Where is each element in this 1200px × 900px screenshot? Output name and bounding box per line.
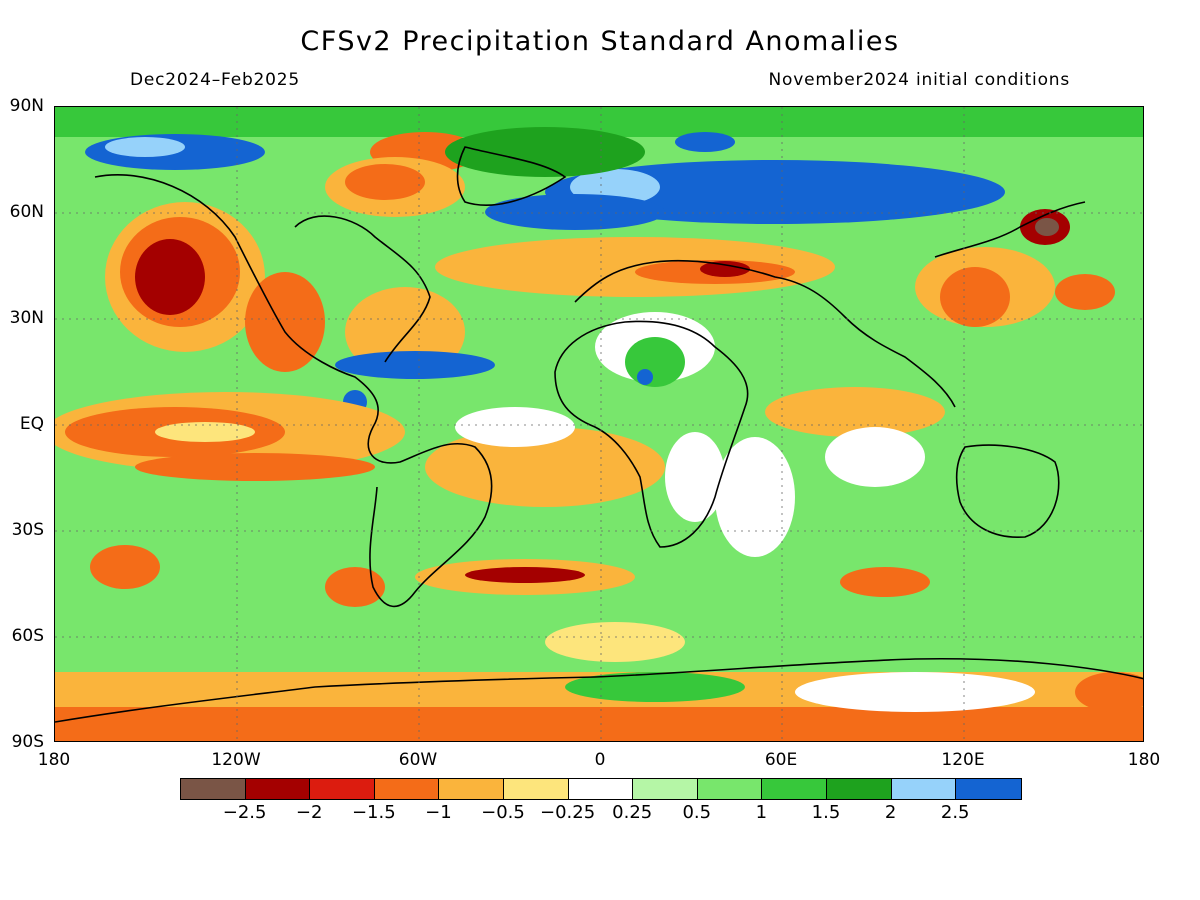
colorbar-swatch-2 [310, 779, 375, 799]
colorbar-swatch-7 [633, 779, 698, 799]
colorbar-label-4: −0.5 [481, 802, 525, 823]
chart-title: CFSv2 Precipitation Standard Anomalies [300, 26, 900, 57]
colorbar-label-11: 2.5 [940, 802, 970, 823]
colorbar-swatch-8 [697, 779, 763, 799]
lon-label-180e: 180 [1127, 750, 1161, 770]
colorbar-label-9: 1.5 [811, 802, 841, 823]
colorbar-label-8: 1 [755, 802, 768, 823]
colorbar-swatch-9 [762, 779, 827, 799]
lat-label-30s: 30S [11, 520, 44, 540]
lon-label-60w: 60W [398, 750, 438, 770]
colorbar-label-5: −0.25 [540, 802, 596, 823]
colorbar-label-2: −1.5 [351, 802, 396, 823]
colorbar [180, 778, 1022, 800]
lon-label-120e: 120E [941, 750, 985, 770]
colorbar-swatch-4 [439, 779, 504, 799]
lon-label-120w: 120W [211, 750, 261, 770]
forecast-period: Dec2024–Feb2025 [130, 70, 301, 90]
colorbar-label-3: −1 [425, 802, 452, 823]
map-grid [55, 107, 1143, 741]
colorbar-label-10: 2 [884, 802, 897, 823]
colorbar-label-6: 0.25 [612, 802, 653, 823]
colorbar-swatch-0 [181, 779, 246, 799]
lat-label-60s: 60S [11, 626, 44, 646]
colorbar-swatch-12 [956, 779, 1021, 799]
anomaly-map [54, 106, 1144, 742]
colorbar-swatch-3 [374, 779, 440, 799]
initial-conditions: November2024 initial conditions [768, 70, 1070, 90]
lat-label-60n: 60N [9, 202, 44, 222]
colorbar-swatch-6 [568, 779, 634, 799]
lon-label-60e: 60E [764, 750, 798, 770]
colorbar-swatch-10 [826, 779, 892, 799]
colorbar-swatch-1 [245, 779, 311, 799]
colorbar-label-1: −2 [295, 802, 323, 823]
lat-label-eq: EQ [19, 414, 44, 434]
colorbar-label-0: −2.5 [222, 802, 267, 823]
lat-label-30n: 30N [9, 308, 44, 328]
lat-label-90s: 90S [11, 732, 44, 752]
colorbar-swatch-11 [891, 779, 957, 799]
lon-label-0: 0 [594, 750, 606, 770]
lat-label-90n: 90N [9, 96, 44, 116]
colorbar-swatch-5 [503, 779, 569, 799]
colorbar-label-7: 0.5 [682, 802, 712, 823]
lon-label-180w: 180 [37, 750, 71, 770]
